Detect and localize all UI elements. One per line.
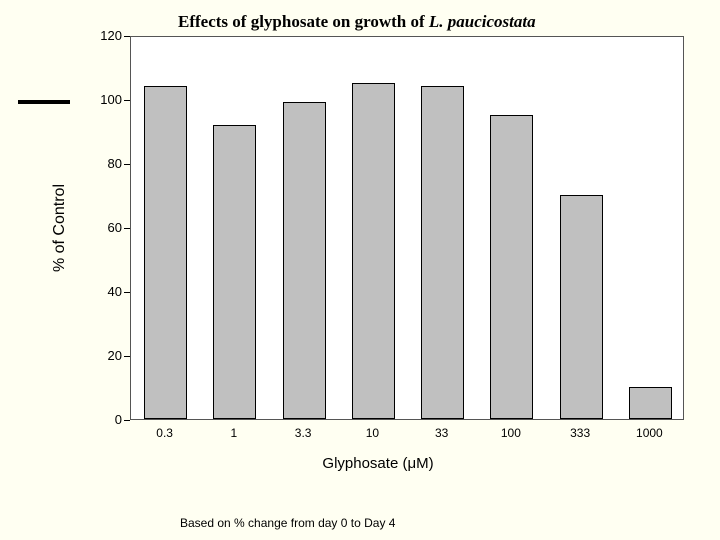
y-tick-label: 40 <box>90 284 122 299</box>
chart-title: Effects of glyphosate on growth of L. pa… <box>178 12 698 32</box>
y-tick-label: 100 <box>90 92 122 107</box>
title-prefix: Effects of glyphosate on growth of <box>178 12 429 31</box>
x-tick-label: 333 <box>570 426 590 440</box>
y-tick-mark <box>124 420 130 421</box>
y-tick-mark <box>124 164 130 165</box>
bar <box>560 195 603 419</box>
y-tick-label: 120 <box>90 28 122 43</box>
bar <box>421 86 464 419</box>
y-tick-mark <box>124 228 130 229</box>
y-tick-label: 0 <box>90 412 122 427</box>
y-tick-mark <box>124 36 130 37</box>
x-tick-label: 3.3 <box>295 426 312 440</box>
footnote-text: Based on % change from day 0 to Day 4 <box>180 516 395 530</box>
bar <box>352 83 395 419</box>
y-tick-mark <box>124 356 130 357</box>
bar <box>213 125 256 419</box>
plot-area <box>130 36 684 420</box>
x-axis-label: Glyphosate (μM) <box>18 455 720 472</box>
x-tick-label: 33 <box>435 426 448 440</box>
bar <box>629 387 672 419</box>
x-tick-label: 1000 <box>636 426 663 440</box>
y-axis-label: % of Control <box>51 184 69 272</box>
bar <box>283 102 326 419</box>
x-tick-label: 1 <box>231 426 238 440</box>
bar <box>144 86 187 419</box>
x-tick-label: 100 <box>501 426 521 440</box>
y-tick-label: 80 <box>90 156 122 171</box>
y-tick-label: 60 <box>90 220 122 235</box>
slide-frame: Effects of glyphosate on growth of L. pa… <box>18 8 702 532</box>
y-tick-label: 20 <box>90 348 122 363</box>
x-tick-label: 0.3 <box>156 426 173 440</box>
x-tick-label: 10 <box>366 426 379 440</box>
bar <box>490 115 533 419</box>
y-tick-mark <box>124 100 130 101</box>
title-species: L. paucicostata <box>429 12 536 31</box>
y-tick-mark <box>124 292 130 293</box>
side-rule-decoration <box>18 100 70 104</box>
